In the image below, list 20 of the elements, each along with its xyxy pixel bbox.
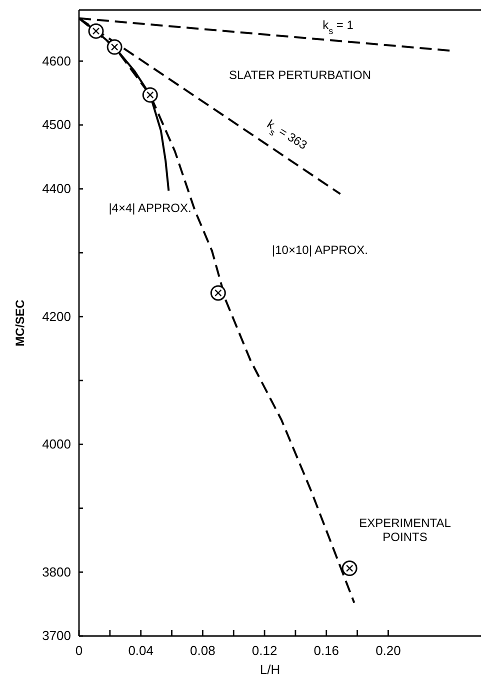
x-tick-label: 0.16 <box>314 643 340 658</box>
annotation: SLATER PERTURBATION <box>228 68 372 82</box>
annotation: k$_{s}$ = 1 <box>322 18 354 36</box>
y-axis-title: MC/SEC <box>13 299 27 346</box>
y-tick-label: 4500 <box>42 117 71 132</box>
y-tick-label: 4400 <box>42 181 71 196</box>
x-tick-label: 0.12 <box>252 643 278 658</box>
y-tick-label: 4000 <box>42 436 71 452</box>
x-tick-label: 0.08 <box>190 643 216 658</box>
y-tick-label: 3800 <box>42 564 71 580</box>
x-axis-title: L/H <box>260 662 280 677</box>
x-tick-label: 0.20 <box>376 643 401 658</box>
x-tick-label: 0.04 <box>128 643 154 658</box>
annotation: |10×10| APPROX. <box>272 243 368 257</box>
y-tick-label: 4600 <box>42 53 71 68</box>
y-tick-label: 3700 <box>42 628 71 644</box>
annotation: |4×4| APPROX. <box>108 201 192 215</box>
annotation: EXPERIMENTAL POINTS <box>359 516 452 544</box>
y-tick-label: 4200 <box>42 308 71 324</box>
x-tick-label: 0 <box>75 643 83 658</box>
